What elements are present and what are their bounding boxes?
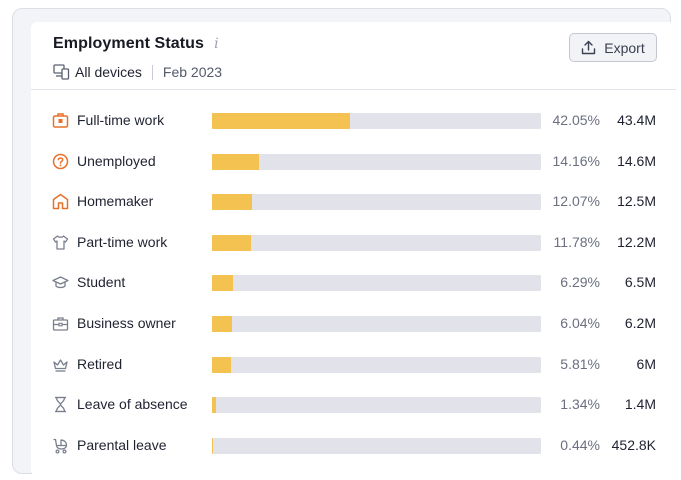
bar-fill: [212, 234, 251, 251]
list-item: Unemployed 14.16% 14.6M: [31, 141, 676, 182]
row-label: Parental leave: [77, 436, 167, 453]
list-item: Homemaker 12.07% 12.5M: [31, 181, 676, 222]
card-header: Employment Status i All devices Feb 2023: [31, 22, 676, 90]
row-percent: 6.04%: [560, 314, 600, 331]
bar-track: [212, 356, 541, 373]
stroller-icon: [53, 438, 68, 454]
list-item: Part-time work 11.78% 12.2M: [31, 222, 676, 263]
row-percent: 0.44%: [560, 436, 600, 453]
crown-icon: [53, 358, 68, 372]
row-value: 14.6M: [617, 152, 656, 169]
bar-fill: [212, 397, 217, 414]
export-button[interactable]: Export: [569, 33, 657, 62]
row-label: Business owner: [77, 314, 176, 331]
bar-track: [212, 315, 541, 332]
question-icon: [52, 153, 69, 169]
list-item: Parental leave 0.44% 452.8K: [31, 425, 676, 466]
bar-fill: [212, 153, 259, 170]
date-label: Feb 2023: [162, 64, 223, 80]
bar-track: [212, 153, 541, 170]
hourglass-icon: [55, 396, 66, 413]
row-value: 43.4M: [617, 112, 656, 128]
card-title: Employment Status: [53, 35, 205, 52]
row-percent: 5.81%: [560, 355, 600, 372]
row-value: 6M: [636, 355, 656, 372]
export-icon: [582, 40, 596, 55]
row-label: Full-time work: [77, 112, 165, 128]
row-value: 12.5M: [617, 193, 656, 210]
row-percent: 14.16%: [552, 152, 600, 169]
bar-fill: [212, 113, 351, 129]
row-value: 452.8K: [611, 436, 656, 453]
device-filter[interactable]: All devices: [75, 64, 142, 80]
graduation-icon: [52, 276, 69, 289]
info-icon[interactable]: i: [214, 36, 219, 52]
list-item: Student 6.29% 6.5M: [31, 262, 676, 303]
list-item: Business owner 6.04% 6.2M: [31, 303, 676, 344]
row-label: Part-time work: [77, 233, 168, 250]
bar-fill: [212, 437, 214, 454]
row-label: Retired: [77, 355, 123, 372]
row-percent: 6.29%: [560, 274, 600, 291]
list-item: Leave of absence 1.34% 1.4M: [31, 384, 676, 425]
list-item: Full-time work 42.05% 43.4M: [31, 100, 676, 141]
bar-fill: [212, 315, 232, 332]
divider: [151, 64, 153, 80]
row-label: Leave of absence: [77, 396, 188, 413]
row-percent: 11.78%: [553, 233, 600, 250]
row-label: Unemployed: [77, 152, 156, 169]
row-label: Student: [77, 274, 126, 291]
bar-track: [212, 437, 541, 454]
export-label: Export: [604, 39, 645, 56]
list-item: Retired 5.81% 6M: [31, 344, 676, 385]
row-value: 12.2M: [617, 233, 656, 250]
bar-fill: [212, 356, 232, 373]
bar-track: [212, 234, 541, 251]
bar-track: [212, 397, 541, 414]
widget-frame: Employment Status i All devices Feb 2023: [12, 8, 676, 476]
bar-track: [212, 113, 541, 129]
devices-icon: [53, 64, 70, 80]
employment-status-card: Employment Status i All devices Feb 2023: [31, 22, 676, 476]
row-value: 6.5M: [624, 274, 656, 291]
bar-track: [212, 194, 541, 211]
row-value: 6.2M: [624, 314, 656, 331]
title-row: Employment Status i: [53, 35, 219, 53]
employment-list: Full-time work 42.05% 43.4M Unemployed 1…: [31, 100, 676, 465]
bar-track: [212, 275, 541, 292]
row-percent: 1.34%: [560, 396, 600, 413]
row-percent: 12.07%: [552, 193, 600, 210]
row-value: 1.4M: [624, 396, 656, 413]
toolbox-icon: [52, 317, 69, 331]
shirt-icon: [52, 235, 69, 250]
filter-row: All devices Feb 2023: [53, 64, 222, 80]
home-icon: [52, 193, 69, 210]
bar-fill: [212, 275, 233, 292]
bar-fill: [212, 194, 252, 211]
briefcase-icon: [52, 113, 69, 128]
row-label: Homemaker: [77, 193, 154, 210]
row-percent: 42.05%: [552, 112, 600, 128]
